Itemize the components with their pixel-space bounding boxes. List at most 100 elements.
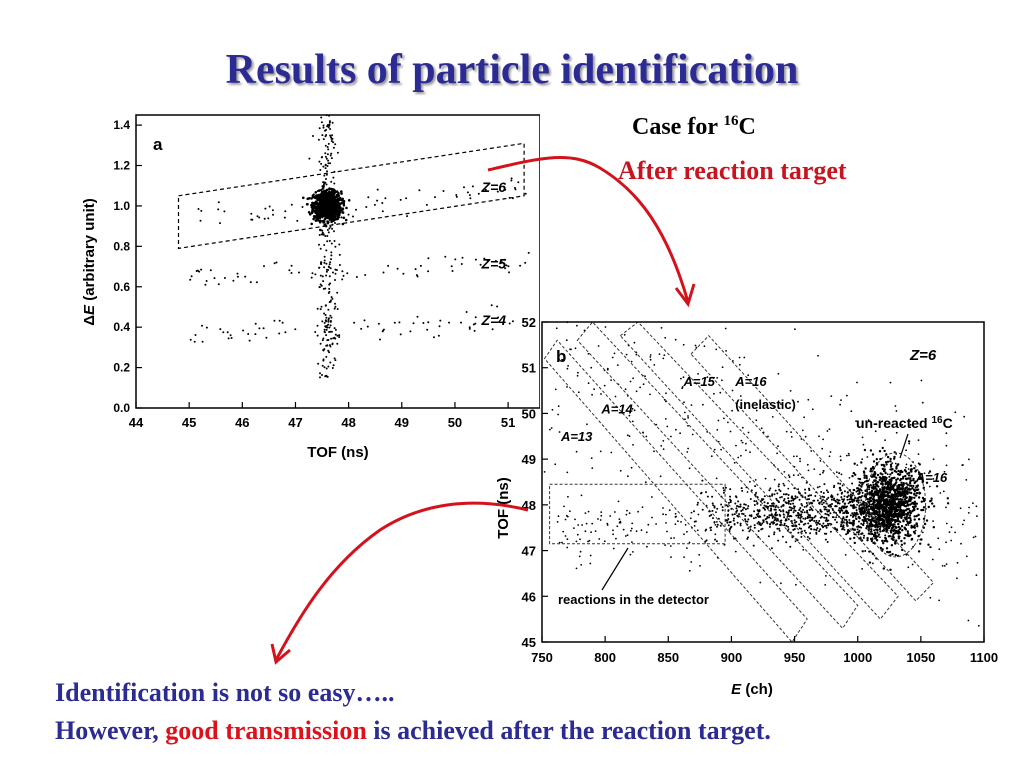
chart-b-point [910,538,913,541]
chart-b-point [776,523,779,526]
chart-b-point [795,514,798,517]
chart-b-point [747,374,750,377]
chart-b-point [840,508,843,511]
chart-a-point [319,169,322,171]
chart-b-point [626,509,628,512]
chart-a-point [334,222,336,224]
chart-b-point [806,511,809,514]
chart-a-point [508,271,510,274]
chart-b-point [715,540,718,543]
chart-b-point [827,514,830,517]
chart-b-point [883,479,886,482]
chart-b-point [808,537,811,540]
chart-b-point [584,530,587,533]
chart-b-point [591,467,594,469]
chart-b-point [837,482,840,485]
chart-b-point [852,507,855,510]
chart-a-point [316,197,319,200]
chart-b-point [804,517,807,520]
chart-a-point [330,217,333,220]
chart-b-point [938,599,940,602]
chart-b-point [908,495,911,499]
chart-b-point [757,512,760,515]
chart-b-point [783,484,786,487]
chart-a-point [330,337,333,340]
chart-b-point [561,358,563,361]
chart-b-point [701,479,704,482]
chart-b-point [847,512,850,514]
chart-b-point [645,435,648,438]
chart-b-point [628,435,631,438]
chart-a-point [335,194,339,198]
chart-b-point [869,449,873,452]
chart-b-point [903,526,906,529]
chart-b-point [863,508,866,511]
chart-b-point [907,440,911,443]
chart-a-point [236,275,239,278]
chart-b-point [801,530,803,533]
chart-b-point [889,473,892,476]
chart-b-point [841,509,844,512]
chart-b-point [793,505,795,508]
chart-a-point [320,162,323,165]
chart-b-point [804,435,807,438]
chart-b-point [915,522,918,525]
chart-b-point [790,436,793,438]
chart-b-point [904,470,908,473]
chart-b-point [836,498,839,501]
chart-b-point [916,488,920,491]
chart-b-point [612,529,614,532]
chart-b-point [965,479,968,481]
chart-b-point [784,519,787,522]
chart-b-point [733,523,736,526]
chart-b-point [894,462,897,465]
chart-b-point [877,533,881,536]
chart-b-point [688,467,691,470]
chart-b-point [881,446,884,450]
chart-b-point [956,561,959,564]
chart-b-point [878,522,880,525]
chart-b-point [794,509,797,512]
chart-b-point [845,519,848,521]
chart-a-point [322,138,325,141]
chart-b-point [877,519,880,522]
chart-b-point [599,519,602,521]
chart-b-point [932,505,936,508]
chart-b-point [874,430,877,433]
chart-b-point [875,512,878,515]
chart-b-point [907,566,910,569]
chart-a-point [323,321,326,324]
arrow-to-chart-b-head [674,283,696,308]
chart-b-point [834,518,837,521]
chart-b-point [888,498,891,501]
chart-a-point [319,262,322,265]
chart-b-point [669,545,672,547]
chart-b-point [746,520,749,523]
chart-b-point [892,513,895,516]
chart-b-point [770,505,773,507]
chart-b-point [780,521,782,524]
chart-b-point [896,472,900,476]
chart-a-point [217,201,220,204]
chart-a-point [419,264,422,267]
chart-b-point [802,517,805,520]
chart-b-point [913,481,916,485]
chart-b-point [932,458,935,461]
conclusion-line-1: Identification is not so easy….. [55,678,395,707]
chart-a-point [507,265,510,268]
chart-b-point [919,492,922,494]
chart-b-point [813,468,816,470]
chart-b-point [764,477,767,480]
chart-b-point [686,547,688,549]
after-reaction-target-label: After reaction target [618,156,847,185]
chart-b-point [819,497,822,500]
chart-a-point [329,300,332,303]
chart-a-point [264,207,267,210]
chart-a-point [284,331,287,334]
chart-b-point [721,379,723,382]
chart-b-point [869,467,873,471]
chart-b-point [598,538,601,540]
chart-a-point [376,188,379,191]
chart-b-point [846,521,849,524]
chart-b-point [830,395,833,397]
